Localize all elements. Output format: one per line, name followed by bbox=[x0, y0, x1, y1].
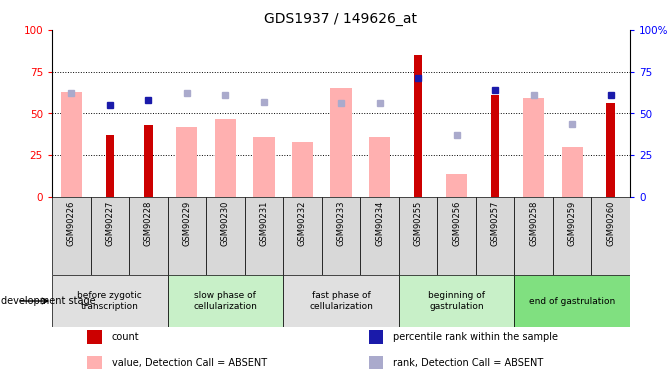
Bar bbox=[438, 197, 476, 275]
Bar bbox=[414, 55, 422, 197]
Text: GSM90259: GSM90259 bbox=[567, 201, 577, 246]
Bar bbox=[168, 275, 283, 327]
Bar bbox=[561, 147, 583, 197]
Bar bbox=[253, 137, 275, 197]
Bar bbox=[553, 197, 592, 275]
Text: GSM90226: GSM90226 bbox=[67, 201, 76, 246]
Text: slow phase of
cellularization: slow phase of cellularization bbox=[194, 291, 257, 311]
Text: GSM90234: GSM90234 bbox=[375, 201, 384, 246]
Text: development stage: development stage bbox=[1, 296, 95, 306]
Bar bbox=[330, 88, 352, 197]
Text: GSM90256: GSM90256 bbox=[452, 201, 461, 246]
Bar bbox=[106, 135, 114, 197]
Bar bbox=[87, 356, 102, 369]
Bar bbox=[176, 127, 198, 197]
Bar bbox=[292, 142, 313, 197]
Bar bbox=[399, 197, 438, 275]
Bar bbox=[446, 174, 467, 197]
Text: GSM90231: GSM90231 bbox=[259, 201, 269, 246]
Bar bbox=[87, 330, 102, 344]
Bar bbox=[369, 330, 383, 344]
Text: GSM90230: GSM90230 bbox=[221, 201, 230, 246]
Bar bbox=[144, 125, 153, 197]
Text: GSM90260: GSM90260 bbox=[606, 201, 615, 246]
Bar bbox=[215, 118, 236, 197]
Bar bbox=[129, 197, 168, 275]
Bar bbox=[90, 197, 129, 275]
Bar bbox=[523, 99, 544, 197]
Text: fast phase of
cellularization: fast phase of cellularization bbox=[309, 291, 373, 311]
Bar bbox=[283, 275, 399, 327]
Bar bbox=[515, 197, 553, 275]
Text: count: count bbox=[112, 332, 139, 342]
Text: GSM90232: GSM90232 bbox=[298, 201, 307, 246]
Text: GSM90255: GSM90255 bbox=[413, 201, 423, 246]
Text: before zygotic
transcription: before zygotic transcription bbox=[78, 291, 142, 311]
Text: percentile rank within the sample: percentile rank within the sample bbox=[393, 332, 558, 342]
Bar bbox=[360, 197, 399, 275]
Bar bbox=[322, 197, 360, 275]
Text: value, Detection Call = ABSENT: value, Detection Call = ABSENT bbox=[112, 357, 267, 368]
Bar bbox=[369, 137, 390, 197]
Text: rank, Detection Call = ABSENT: rank, Detection Call = ABSENT bbox=[393, 357, 543, 368]
Text: end of gastrulation: end of gastrulation bbox=[529, 297, 615, 306]
Bar bbox=[491, 95, 499, 197]
Bar bbox=[606, 104, 615, 197]
Text: GSM90229: GSM90229 bbox=[182, 201, 192, 246]
Bar bbox=[515, 275, 630, 327]
Text: GSM90233: GSM90233 bbox=[336, 201, 346, 246]
Bar bbox=[168, 197, 206, 275]
Bar bbox=[245, 197, 283, 275]
Bar bbox=[206, 197, 245, 275]
Text: beginning of
gastrulation: beginning of gastrulation bbox=[428, 291, 485, 311]
Text: GSM90228: GSM90228 bbox=[144, 201, 153, 246]
Text: GSM90227: GSM90227 bbox=[105, 201, 115, 246]
Bar bbox=[52, 197, 90, 275]
Text: GSM90257: GSM90257 bbox=[490, 201, 500, 246]
Title: GDS1937 / 149626_at: GDS1937 / 149626_at bbox=[265, 12, 417, 26]
Bar bbox=[283, 197, 322, 275]
Bar bbox=[52, 275, 168, 327]
Bar bbox=[399, 275, 515, 327]
Bar bbox=[592, 197, 630, 275]
Bar bbox=[61, 92, 82, 197]
Text: GSM90258: GSM90258 bbox=[529, 201, 538, 246]
Bar bbox=[476, 197, 515, 275]
Bar bbox=[369, 356, 383, 369]
